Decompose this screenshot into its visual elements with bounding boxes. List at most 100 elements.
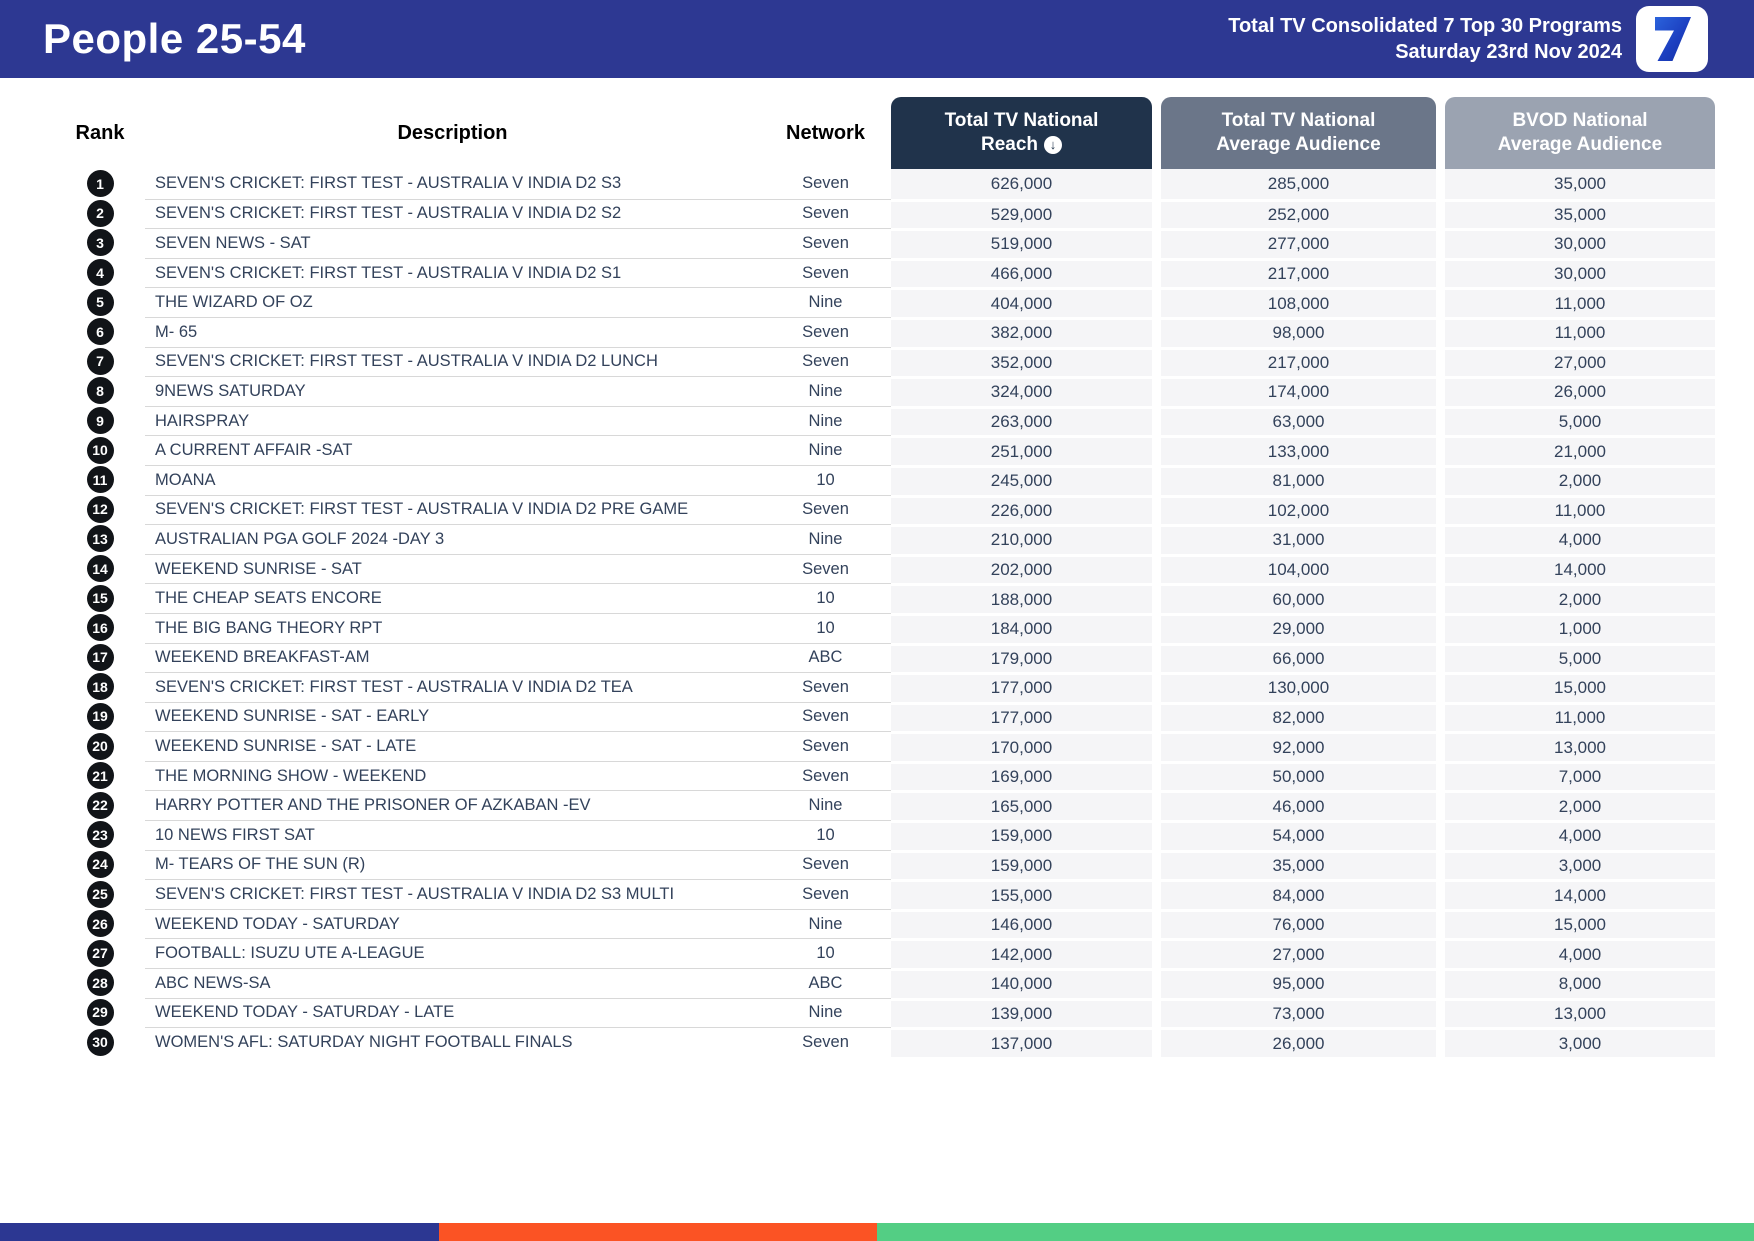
network-cell: Nine: [760, 376, 891, 406]
total-tv-average-cell: 174,000: [1161, 376, 1436, 406]
rank-badge: 30: [86, 1028, 114, 1056]
rank-cell: 17: [55, 643, 145, 673]
network-cell: Seven: [802, 174, 849, 193]
bvod-average-cell: 5,000: [1445, 405, 1715, 436]
rank-cell: 7: [55, 347, 145, 377]
col-header-bvod-average: BVOD National Average Audience: [1445, 97, 1715, 169]
table-row: 1 SEVEN'S CRICKET: FIRST TEST - AUSTRALIA…: [55, 169, 1715, 199]
description-cell: ABC NEWS-SA: [145, 968, 760, 998]
bvod-average-cell: 2,000: [1445, 583, 1715, 613]
total-tv-average-cell: 104,000: [1161, 553, 1436, 584]
total-tv-reach-cell: 324,000: [891, 376, 1152, 406]
rank-badge: 7: [86, 347, 114, 375]
total-tv-reach-cell: 226,000: [891, 494, 1152, 525]
seven-network-logo: [1636, 6, 1708, 72]
total-tv-average-cell: 133,000: [1161, 435, 1436, 465]
description-cell: SEVEN'S CRICKET: FIRST TEST - AUSTRALIA …: [145, 257, 760, 288]
bvod-header-line2: Average Audience: [1497, 134, 1663, 155]
rank-cell: 27: [55, 938, 145, 968]
total-tv-average-cell: 35,000: [1161, 849, 1436, 880]
table-header-row: Rank Description Network Total TV Nation…: [55, 97, 1715, 169]
rank-badge: 29: [86, 998, 114, 1026]
rank-badge: 10: [86, 436, 114, 464]
rank-cell: 11: [55, 465, 145, 495]
network-cell: Nine: [760, 435, 891, 465]
rank-badge: 15: [86, 584, 114, 612]
col-header-total-tv-reach[interactable]: Total TV National Reach ↓: [891, 97, 1152, 169]
footer-stripe-blue: [0, 1223, 439, 1241]
col-header-description: Description: [397, 121, 508, 144]
network-cell: Nine: [760, 287, 891, 317]
total-tv-average-cell: 31,000: [1161, 524, 1436, 554]
description-cell: HARRY POTTER AND THE PRISONER OF AZKABAN…: [145, 790, 760, 820]
total-tv-average-cell: 130,000: [1161, 672, 1436, 702]
description-cell: WEEKEND SUNRISE - SAT - EARLY: [145, 701, 760, 732]
avg-header-line1: Total TV National: [1221, 110, 1376, 131]
total-tv-average-cell: 277,000: [1161, 228, 1436, 258]
total-tv-average-cell: 27,000: [1161, 938, 1436, 969]
total-tv-reach-cell: 626,000: [891, 169, 1152, 199]
rank-cell: 5: [55, 287, 145, 317]
rank-badge: 14: [86, 555, 114, 583]
total-tv-average-cell: 285,000: [1161, 169, 1436, 199]
table-body: 1 SEVEN'S CRICKET: FIRST TEST - AUSTRALIA…: [55, 169, 1715, 1057]
rank-badge: 16: [86, 614, 114, 642]
network-cell: Seven: [760, 701, 891, 732]
total-tv-reach-cell: 251,000: [891, 435, 1152, 465]
rank-badge: 22: [86, 791, 114, 819]
description-cell: THE WIZARD OF OZ: [145, 287, 760, 317]
total-tv-average-cell: 217,000: [1161, 257, 1436, 288]
total-tv-average-cell: 50,000: [1161, 760, 1436, 791]
rank-cell: 18: [55, 672, 145, 702]
rank-cell: 12: [55, 495, 145, 525]
rank-cell: 10: [55, 435, 145, 465]
rank-badge: 26: [86, 910, 114, 938]
table-row: 26 WEEKEND TODAY - SATURDAY Nine 146,000 76,…: [55, 908, 1715, 939]
top30-table: Rank Description Network Total TV Nation…: [0, 97, 1754, 1057]
description-cell: AUSTRALIAN PGA GOLF 2024 -DAY 3: [145, 524, 760, 554]
rank-cell: 4: [55, 258, 145, 288]
total-tv-average-cell: 66,000: [1161, 642, 1436, 673]
total-tv-reach-cell: 202,000: [891, 553, 1152, 584]
rank-badge: 19: [86, 702, 114, 730]
description-cell: SEVEN'S CRICKET: FIRST TEST - AUSTRALIA …: [145, 198, 760, 229]
total-tv-reach-cell: 352,000: [891, 346, 1152, 377]
description-cell: WOMEN'S AFL: SATURDAY NIGHT FOOTBALL FIN…: [145, 1027, 760, 1057]
description-cell: 9NEWS SATURDAY: [145, 376, 760, 406]
network-cell: 10: [760, 612, 891, 643]
rank-badge: 5: [86, 288, 114, 316]
bvod-average-cell: 11,000: [1445, 316, 1715, 347]
rank-badge: 2: [86, 199, 114, 227]
network-cell: Nine: [760, 997, 891, 1028]
reach-header-line2: Reach ↓: [981, 133, 1063, 157]
bvod-average-cell: 11,000: [1445, 494, 1715, 525]
report-subtitle: Total TV Consolidated 7 Top 30 Programs …: [1228, 13, 1622, 65]
total-tv-reach-cell: 382,000: [891, 316, 1152, 347]
bvod-header-line1: BVOD National: [1512, 110, 1648, 131]
total-tv-reach-cell: 179,000: [891, 642, 1152, 673]
rank-badge: 8: [86, 377, 114, 405]
total-tv-average-cell: 95,000: [1161, 968, 1436, 998]
total-tv-average-cell: 26,000: [1161, 1027, 1436, 1057]
total-tv-reach-cell: 146,000: [891, 908, 1152, 939]
total-tv-reach-cell: 139,000: [891, 997, 1152, 1028]
footer-stripe-orange: [438, 1223, 877, 1241]
rank-cell: 21: [55, 761, 145, 791]
table-row: 25 SEVEN'S CRICKET: FIRST TEST - AUSTRALI…: [55, 879, 1715, 909]
bvod-average-cell: 35,000: [1445, 198, 1715, 229]
sort-down-arrow-icon[interactable]: ↓: [1044, 136, 1063, 154]
total-tv-reach-cell: 188,000: [891, 583, 1152, 613]
total-tv-average-cell: 60,000: [1161, 583, 1436, 613]
network-cell: Seven: [760, 1027, 891, 1057]
total-tv-reach-cell: 142,000: [891, 938, 1152, 969]
total-tv-reach-cell: 519,000: [891, 228, 1152, 258]
total-tv-reach-cell: 169,000: [891, 760, 1152, 791]
total-tv-reach-cell: 466,000: [891, 257, 1152, 288]
total-tv-reach-cell: 184,000: [891, 612, 1152, 643]
bvod-average-cell: 35,000: [1445, 169, 1715, 199]
col-header-rank: Rank: [75, 121, 125, 144]
rank-badge: 4: [86, 259, 114, 287]
table-row: 28 ABC NEWS-SA ABC 140,000 95,000 8,000: [55, 968, 1715, 998]
bvod-average-cell: 4,000: [1445, 820, 1715, 850]
total-tv-average-cell: 108,000: [1161, 287, 1436, 317]
